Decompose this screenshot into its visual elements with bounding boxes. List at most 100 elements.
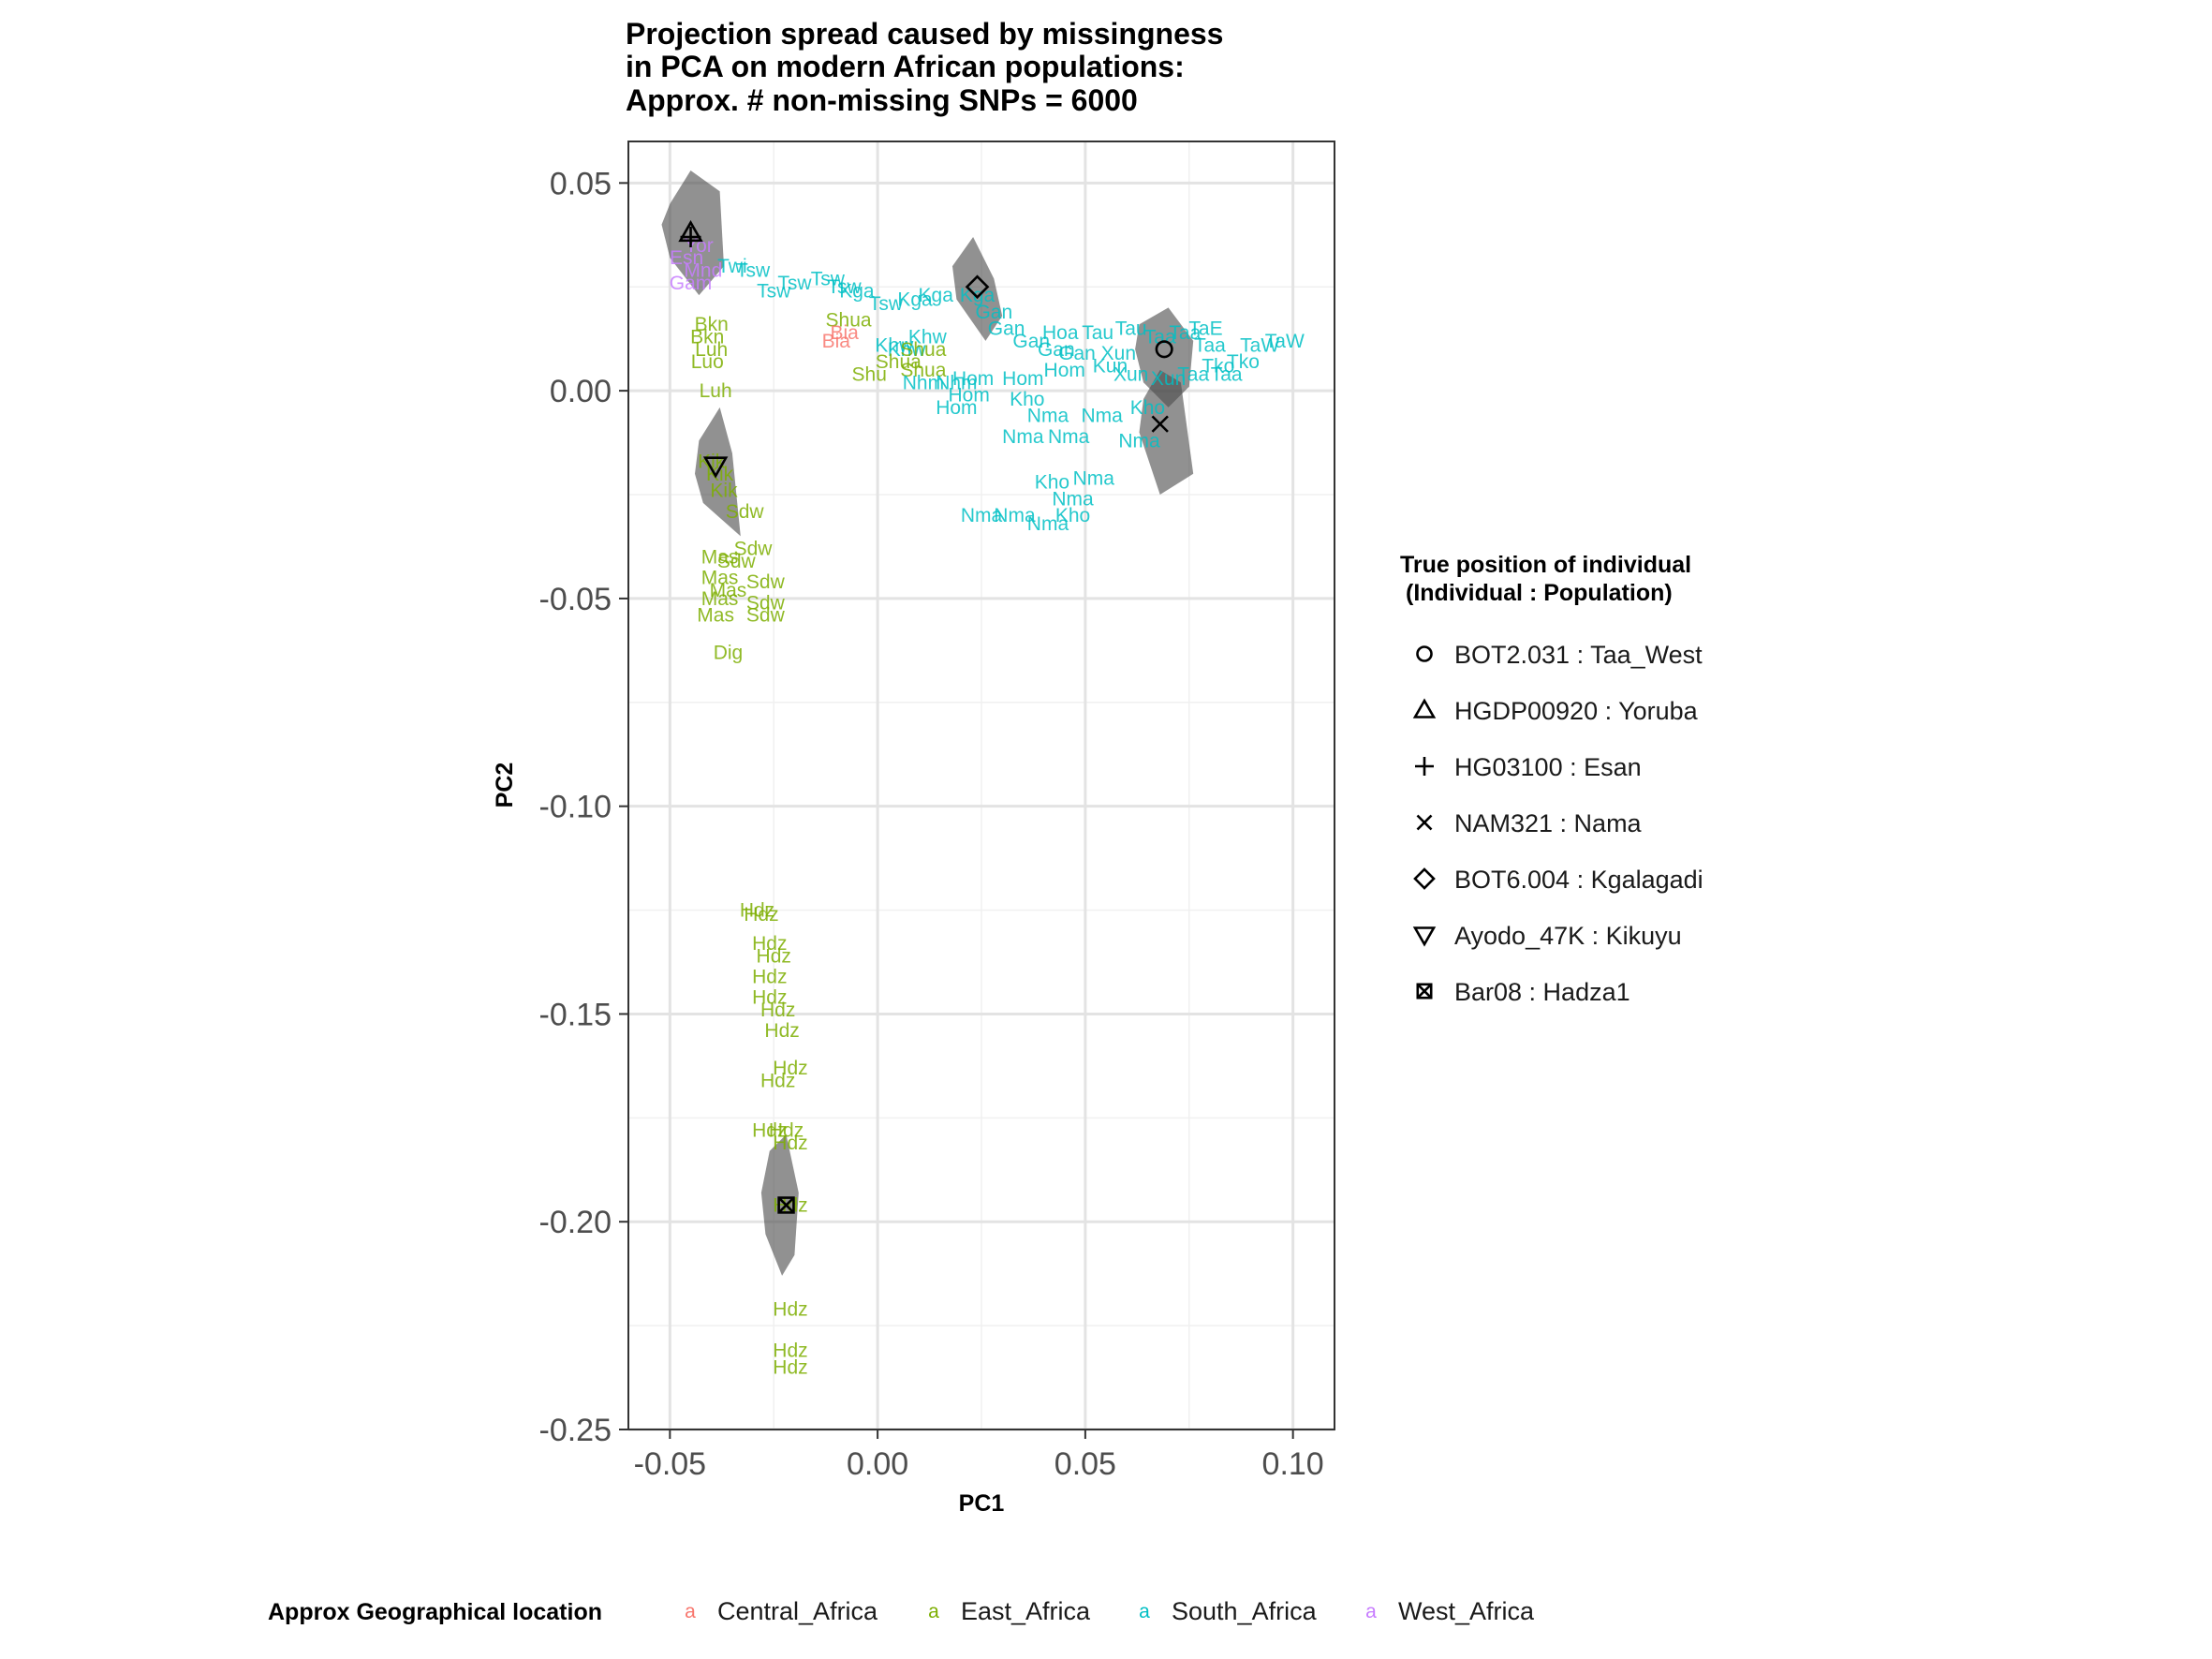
projected-label: Kun xyxy=(1093,356,1128,378)
x-axis: -0.05 0.00 0.05 0.10 xyxy=(634,1429,1324,1482)
projected-label: Kho xyxy=(1130,397,1165,419)
projected-label: Shua xyxy=(900,339,946,361)
projected-label: Kga xyxy=(919,285,954,306)
projected-label: Gan xyxy=(1058,343,1096,364)
projected-label: Nma xyxy=(1073,467,1115,489)
projected-label: Kho xyxy=(1010,389,1044,410)
true-position-legend-label: NAM321 : Nama xyxy=(1454,809,1643,837)
projected-label: Nma xyxy=(1052,488,1094,510)
y-axis: 0.05 0.00 -0.05 -0.10 -0.15 -0.20 -0.25 xyxy=(539,166,628,1448)
projected-label: Shua xyxy=(876,351,922,373)
projected-label: Hdz xyxy=(773,1341,807,1362)
x-tick-label: 0.00 xyxy=(847,1446,908,1482)
projected-label: Dig xyxy=(714,643,744,664)
projected-label: Nma xyxy=(1027,406,1069,427)
projected-label: Kik xyxy=(698,452,726,473)
circle-legend-icon xyxy=(1416,645,1433,662)
chart-title: Projection spread caused by missingness … xyxy=(626,17,1223,117)
projected-label: Hdz xyxy=(760,1000,795,1021)
projected-label: Tau xyxy=(1082,322,1113,344)
region-legend-key: a xyxy=(928,1601,939,1622)
true-position-marker xyxy=(1155,340,1173,359)
true-position-marker xyxy=(1151,415,1169,433)
chart-title-line-3: Approx. # non-missing SNPs = 6000 xyxy=(626,83,1138,117)
projected-label: Gan xyxy=(1038,339,1075,361)
projected-label: Khw xyxy=(888,339,927,361)
projected-label: Kga xyxy=(839,281,875,303)
true-position-legend-title-1: True position of individual xyxy=(1400,552,1691,578)
projected-label: Khw xyxy=(875,334,914,356)
projected-label: Bkn xyxy=(690,326,724,348)
projected-label: Hdz xyxy=(773,1058,807,1079)
x-tick-label: -0.05 xyxy=(634,1446,707,1482)
y-tick-label: -0.15 xyxy=(539,997,612,1032)
square-cross-legend-icon xyxy=(1416,983,1433,1000)
projected-label: Taa xyxy=(1194,334,1226,356)
projected-label: Nma xyxy=(961,505,1003,526)
projected-label: Mas xyxy=(701,568,739,589)
projected-label: Tsw xyxy=(757,281,791,303)
region-legend-label: South_Africa xyxy=(1172,1597,1318,1625)
region-legend-key: a xyxy=(685,1601,696,1622)
projected-label: Xun xyxy=(1151,368,1186,390)
true-position-marker xyxy=(680,227,701,248)
triangle-legend-icon xyxy=(1412,698,1437,718)
projected-label: Twi xyxy=(717,256,747,277)
projected-label: Nma xyxy=(994,505,1036,526)
projected-label: Sdw xyxy=(746,571,786,593)
projected-label: Shu xyxy=(852,363,887,385)
projected-label: Nma xyxy=(1027,513,1069,535)
true-position-marker xyxy=(777,1196,795,1214)
projected-label: Hdz xyxy=(752,987,787,1009)
projected-label: Mas xyxy=(701,588,739,610)
projected-label: Bkn xyxy=(695,314,729,335)
projected-label: Nhm xyxy=(903,372,944,393)
true-position-legend-label: HG03100 : Esan xyxy=(1454,753,1642,781)
y-tick-label: -0.10 xyxy=(539,790,612,825)
projected-label: Bia xyxy=(822,331,851,352)
projected-label: Gan xyxy=(975,302,1012,323)
projected-label: Mas xyxy=(697,605,734,627)
projected-label: Luh xyxy=(700,380,732,402)
plot-border xyxy=(627,141,1335,1430)
y-tick-label: -0.20 xyxy=(539,1205,612,1240)
spread-hull xyxy=(1139,370,1194,495)
projected-label: Kho xyxy=(1055,505,1090,526)
true-position-legend-label: BOT6.004 : Kgalagadi xyxy=(1454,866,1703,894)
projected-label: Kho xyxy=(1035,472,1069,494)
region-legend-entries: a Central_Africa a East_Africa a South_Africa… xyxy=(685,1597,1535,1625)
true-position-legend-label: HGDP00920 : Yoruba xyxy=(1454,697,1699,725)
region-legend-key: a xyxy=(1139,1601,1150,1622)
projected-label: Hdz xyxy=(760,1070,795,1091)
x-axis-title: PC1 xyxy=(959,1490,1005,1517)
projected-label: Hdz xyxy=(757,945,791,967)
projected-label: Luo xyxy=(691,351,724,373)
region-legend: Approx Geographical location a Central_Af… xyxy=(268,1597,1535,1625)
chart-title-line-1: Projection spread caused by missingness xyxy=(626,17,1223,51)
projected-label: Taa xyxy=(1169,322,1201,344)
projected-label: Hom xyxy=(1044,360,1085,381)
projected-label: Bia xyxy=(830,322,859,344)
x-tick-label: 0.05 xyxy=(1054,1446,1116,1482)
projected-label: Mas xyxy=(701,547,739,569)
projected-label: Shua xyxy=(900,360,946,381)
projected-label: Sdw xyxy=(746,592,786,614)
y-tick-label: 0.05 xyxy=(550,166,612,201)
projected-label: Gam xyxy=(670,273,713,294)
true-position-legend-entries: BOT2.031 : Taa_West HGDP00920 : Yoruba HG0… xyxy=(1412,641,1703,1006)
true-position-legend-title-2: (Individual : Population) xyxy=(1406,580,1673,606)
projected-label: Tsw xyxy=(777,273,812,294)
projected-label: Hdz xyxy=(773,1298,807,1320)
projected-label: Sdw xyxy=(717,551,757,572)
projected-label: Hoa xyxy=(1042,322,1079,344)
plus-legend-icon xyxy=(1415,757,1434,776)
y-tick-label: 0.00 xyxy=(550,374,612,409)
y-axis-title: PC2 xyxy=(492,763,518,808)
projected-label: Luh xyxy=(695,339,728,361)
projected-label: Mas xyxy=(710,580,747,601)
projected-label: Shua xyxy=(826,310,872,332)
projected-label: Esn xyxy=(670,247,703,269)
projected-label: Hom xyxy=(949,385,990,407)
